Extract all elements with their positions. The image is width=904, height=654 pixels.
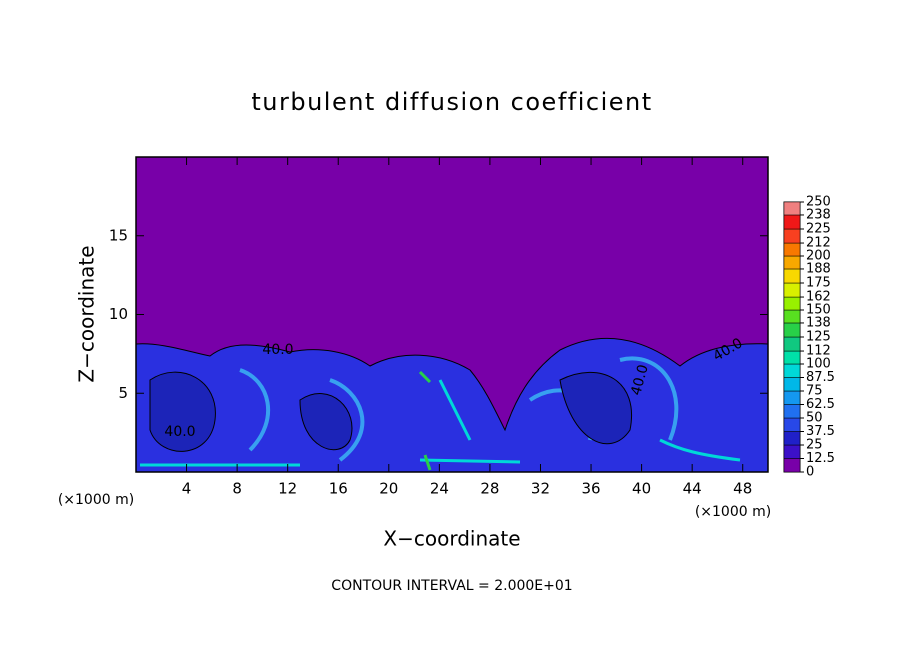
colorbar-swatch — [783, 431, 801, 446]
colorbar-label: 37.5 — [806, 424, 835, 439]
x-tick-label: 24 — [430, 480, 449, 498]
x-tick-label: 20 — [379, 480, 398, 498]
colorbar-label: 150 — [806, 303, 831, 318]
colorbar-swatch — [783, 377, 801, 392]
colorbar-swatch — [783, 214, 801, 230]
colorbar-swatch — [783, 282, 801, 298]
colorbar-swatch — [783, 458, 801, 473]
x-unit-label: (×1000 m) — [695, 504, 771, 520]
x-tick-label: 40 — [632, 480, 651, 498]
x-tick-label: 44 — [683, 480, 702, 498]
colorbar-swatch — [783, 336, 801, 352]
chart-title: turbulent diffusion coefficient — [251, 88, 652, 116]
colorbar-swatch — [783, 268, 801, 284]
colorbar-swatch — [783, 390, 801, 405]
colorbar-label: 175 — [806, 276, 831, 291]
x-tick-label: 4 — [182, 480, 192, 498]
eddy-edge — [239, 356, 679, 462]
colorbar-swatch — [783, 296, 801, 311]
eddy — [299, 371, 632, 450]
colorbar-label: 225 — [806, 222, 831, 237]
colorbar-swatch — [783, 322, 801, 338]
colorbar-label: 100 — [806, 357, 831, 372]
contour-label: 40.0 — [164, 424, 195, 440]
y-tick-label: 10 — [109, 305, 128, 323]
footnote: CONTOUR INTERVAL = 2.000E+01 — [331, 578, 572, 594]
x-tick-label: 16 — [329, 480, 348, 498]
x-tick-label: 36 — [581, 480, 600, 498]
y-tick-label: 5 — [118, 384, 128, 402]
colorbar-label: 112 — [806, 344, 831, 359]
colorbar-label: 250 — [806, 195, 831, 210]
colorbar-label: 188 — [806, 261, 831, 276]
eddy — [149, 371, 216, 452]
x-tick-label: 12 — [278, 480, 297, 498]
y-axis-label: Z−coordinate — [75, 245, 99, 382]
colorbar-label: 212 — [806, 236, 831, 251]
colorbar-label: 12.5 — [806, 451, 835, 466]
colorbar-label: 25 — [806, 438, 823, 453]
colorbar-swatch — [783, 255, 801, 270]
x-tick-label: 8 — [232, 480, 242, 498]
colorbar-label: 238 — [806, 207, 831, 222]
field — [135, 157, 769, 473]
colorbar-swatch — [783, 363, 801, 378]
colorbar-swatch — [783, 228, 801, 244]
colorbar-swatch — [783, 350, 801, 365]
y-unit-label: (×1000 m) — [58, 492, 134, 508]
x-tick-label: 32 — [531, 480, 550, 498]
colorbar-swatch — [783, 404, 801, 419]
contour-label: 40.0 — [628, 363, 652, 397]
contour-label: 40.0 — [262, 342, 293, 358]
x-axis-label: X−coordinate — [383, 527, 520, 551]
colorbar-swatch — [783, 309, 801, 324]
colorbar-label: 200 — [806, 249, 831, 264]
colorbar-label: 138 — [806, 315, 831, 330]
colorbar-label: 50 — [806, 411, 823, 426]
eddy-edge — [140, 379, 741, 467]
colorbar-label: 0 — [806, 465, 814, 480]
colorbar-swatch — [783, 444, 801, 459]
colorbar-label: 162 — [806, 290, 831, 305]
y-tick-label: 15 — [109, 226, 128, 244]
colorbar-swatch — [783, 417, 801, 432]
colorbar-swatch — [783, 201, 801, 216]
colorbar-label: 125 — [806, 330, 831, 345]
x-tick-label: 48 — [733, 480, 752, 498]
colorbar-label: 75 — [806, 384, 823, 399]
colorbar-swatch — [783, 242, 801, 257]
x-tick-label: 28 — [480, 480, 499, 498]
colorbar-label: 62.5 — [806, 397, 835, 412]
colorbar-label: 87.5 — [806, 370, 835, 385]
eddy-edge — [418, 370, 432, 471]
